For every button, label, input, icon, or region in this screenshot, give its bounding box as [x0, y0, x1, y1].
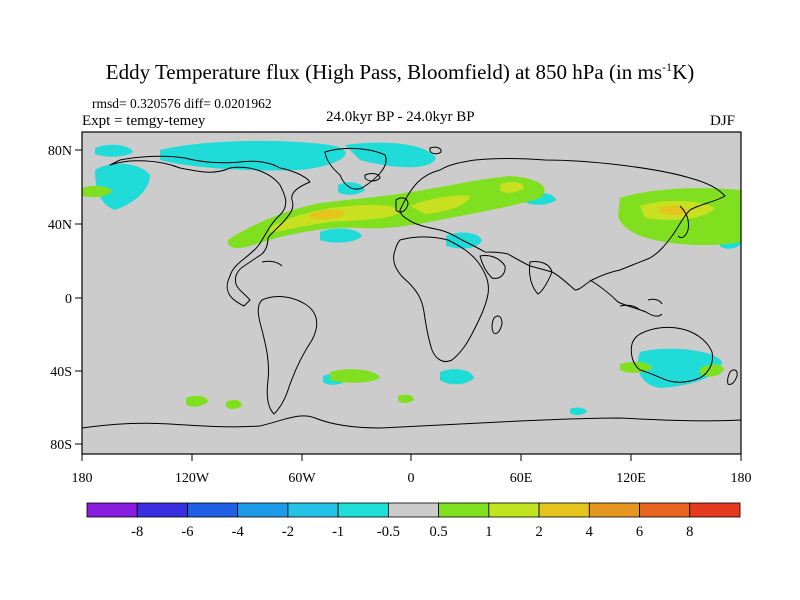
contour-green-pacific-east [82, 185, 112, 198]
contour-cyan-arctic-canada [160, 140, 346, 171]
colorbar-label: -6 [181, 524, 193, 540]
colorbar-swatch [387, 502, 440, 518]
colorbar-swatch [689, 502, 741, 518]
contour-yellow-asia [500, 181, 524, 193]
colorbar [86, 502, 741, 518]
colorbar-label: 2 [535, 524, 542, 540]
colorbar-swatch [639, 502, 691, 518]
x-tick-label: 120W [175, 471, 210, 486]
x-tick-label: 60W [288, 471, 316, 486]
colorbar-label: -2 [282, 524, 294, 540]
coast-europe-asia [399, 158, 726, 291]
coastlines [82, 146, 741, 429]
colorbar-swatch [237, 502, 289, 518]
title-end: K) [672, 60, 695, 84]
colorbar-swatch [438, 502, 490, 518]
x-tick-label: 120E [616, 471, 646, 486]
coast-north-america [109, 155, 311, 307]
colorbar-swatch [488, 502, 540, 518]
colorbar-swatch [337, 502, 389, 518]
contour-cyan-greenland-arctic [345, 142, 436, 168]
axis-ticks [75, 149, 742, 461]
contour-orange-atlantic [310, 209, 345, 220]
experiment-label: Expt = temgy-temey [82, 113, 206, 129]
contour-cyan-southern-small [570, 407, 587, 416]
rmsd-label: rmsd= 0.320576 diff= 0.0201962 [92, 96, 272, 111]
contour-yellow-atlantic [270, 204, 400, 232]
title-superscript: -1 [662, 60, 673, 74]
x-tick-label: 60E [510, 471, 533, 486]
contour-green-southern-atlantic [330, 369, 380, 383]
colorbar-label: 4 [586, 524, 594, 540]
colorbar-label: -1 [332, 524, 344, 540]
contour-orange-pacific [660, 205, 688, 215]
contour-green-southern-indian [620, 361, 652, 373]
contour-yellow-europe [410, 195, 470, 214]
coast-arabia [479, 255, 506, 279]
x-tick-label: 180 [72, 471, 93, 486]
y-tick-label: 80N [48, 144, 72, 159]
contour-cyan-atlantic-mid [320, 228, 362, 243]
title-text: Eddy Temperature flux (High Pass, Bloomf… [105, 60, 663, 84]
coast-india [529, 261, 553, 295]
colorbar-label: 0.5 [430, 524, 448, 540]
colorbar-label: -8 [131, 524, 143, 540]
coast-australia [630, 326, 713, 383]
contour-green-pacific-south [186, 395, 208, 407]
coast-svalbard [429, 146, 442, 155]
colorbar-swatch [588, 502, 640, 518]
period-label: 24.0kyr BP - 24.0kyr BP [326, 109, 475, 125]
colorbar-label: 6 [636, 524, 643, 540]
colorbar-label: -0.5 [377, 524, 400, 540]
y-tick-label: 40N [48, 218, 72, 233]
colorbar-swatch [287, 502, 339, 518]
coast-british-isles [395, 197, 409, 213]
colorbar-swatch [86, 502, 138, 518]
coast-africa [393, 236, 489, 363]
coast-iceland [364, 173, 381, 182]
colorbar-label: 8 [686, 524, 693, 540]
x-tick-label: 0 [408, 471, 415, 486]
contour-cyan-indian-south [440, 369, 474, 385]
y-tick-label: 80S [50, 438, 72, 453]
plot-title: Eddy Temperature flux (High Pass, Bloomf… [0, 60, 800, 85]
x-tick-labels: 180 120W 60W 0 60E 120E 180 [72, 471, 752, 486]
x-tick-label: 180 [731, 471, 752, 486]
y-tick-label: 0 [65, 292, 72, 307]
colorbar-label: -4 [232, 524, 245, 540]
colorbar-swatch [187, 502, 239, 518]
colorbar-swatch [538, 502, 590, 518]
y-tick-label: 40S [50, 365, 72, 380]
colorbar-swatch [136, 502, 188, 518]
coast-caribbean [261, 260, 283, 267]
y-tick-labels: 80N 40N 0 40S 80S [48, 144, 72, 453]
season-label: DJF [710, 113, 736, 129]
coast-southeast-asia [589, 279, 663, 317]
contour-green-southern-mid [398, 394, 414, 403]
colorbar-labels: -8 -6 -4 -2 -1 -0.5 0.5 1 2 4 6 8 [131, 524, 693, 540]
coast-japan [677, 205, 689, 239]
coast-south-america [257, 296, 318, 415]
coast-indonesia [619, 298, 663, 311]
contour-cyan-australia [637, 348, 722, 388]
coast-new-zealand [727, 369, 738, 385]
contour-cyan-pacific-north [95, 163, 150, 210]
coast-madagascar [491, 315, 503, 335]
coast-greenland [324, 147, 387, 190]
map-background [82, 132, 741, 454]
colorbar-label: 1 [485, 524, 492, 540]
coast-antarctica [82, 415, 741, 429]
contour-cyan-alaska [95, 144, 133, 157]
contour-fields [82, 140, 741, 429]
contour-green-southern-small [226, 399, 242, 409]
